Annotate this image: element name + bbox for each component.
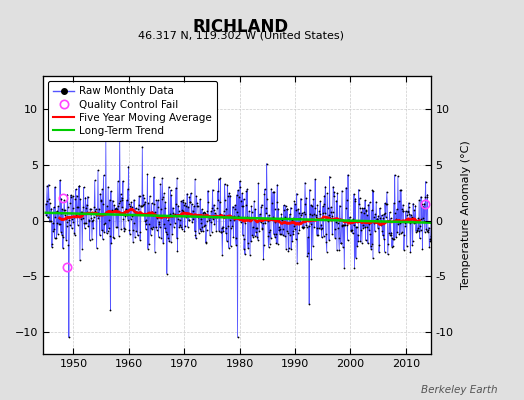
Legend: Raw Monthly Data, Quality Control Fail, Five Year Moving Average, Long-Term Tren: Raw Monthly Data, Quality Control Fail, … (48, 81, 217, 141)
Text: 46.317 N, 119.302 W (United States): 46.317 N, 119.302 W (United States) (138, 30, 344, 40)
Text: Berkeley Earth: Berkeley Earth (421, 385, 498, 395)
Text: RICHLAND: RICHLAND (193, 18, 289, 36)
Y-axis label: Temperature Anomaly (°C): Temperature Anomaly (°C) (461, 141, 471, 289)
